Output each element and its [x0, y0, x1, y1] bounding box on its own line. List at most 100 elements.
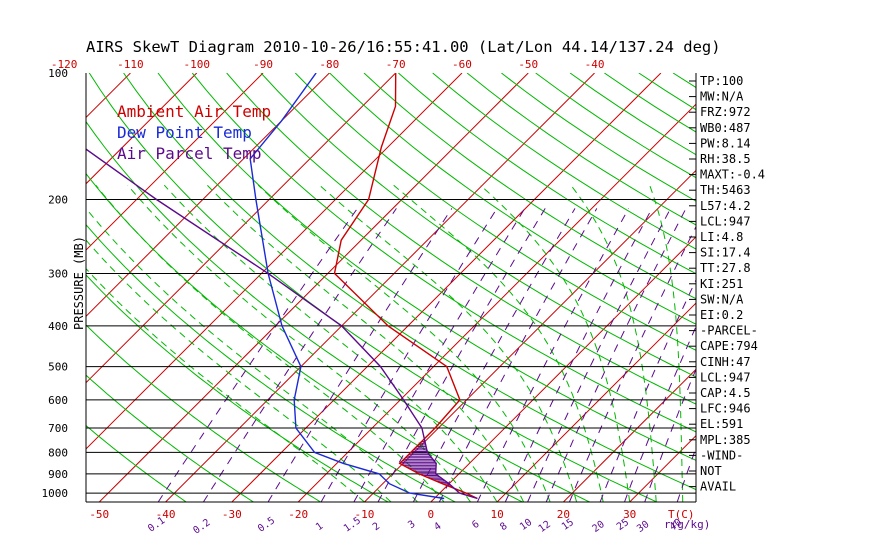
legend: Ambient Air Temp Dew Point Temp Air Parc… [117, 102, 271, 163]
chart-title: AIRS SkewT Diagram 2010-10-26/16:55:41.0… [86, 38, 721, 56]
dry-adiabat-line [845, 73, 870, 502]
bottom-tick-label: -20 [288, 508, 308, 521]
moist-adiabat-line [570, 184, 657, 502]
isotherm-line [829, 73, 870, 502]
mixing-ratio-tick-label: 20 [591, 519, 607, 535]
mixing-ratio-line [320, 208, 498, 502]
series-line-1 [249, 73, 445, 500]
dry-adiabat-line [398, 73, 696, 275]
dry-adiabat-line [191, 73, 696, 433]
mixing-ratio-line [267, 208, 453, 502]
mixing-ratio-line [412, 208, 576, 502]
pressure-tick-label: 900 [48, 468, 68, 481]
pressure-tick-label: 700 [48, 422, 68, 435]
mixing-ratio-tick-label: 0.2 [191, 517, 212, 536]
index-label: TH:5463 [700, 183, 751, 197]
index-label: MAXT:-0.4 [700, 168, 765, 182]
dry-adiabat-line [260, 73, 696, 378]
pressure-tick-label: 200 [48, 193, 68, 206]
mixing-ratio-line [353, 208, 526, 502]
moist-adiabat-line [319, 184, 578, 502]
top-tick-label: -100 [183, 58, 210, 71]
mixing-ratio-line [504, 208, 653, 502]
top-tick-label: -110 [117, 58, 144, 71]
dry-adiabat-line [432, 73, 696, 250]
index-label: L57:4.2 [700, 199, 751, 213]
isotherm-line [762, 73, 870, 502]
index-label: PW:8.14 [700, 136, 751, 150]
isotherm-line [86, 73, 397, 384]
index-label: CAPE:794 [700, 339, 758, 353]
bottom-tick-label: 20 [557, 508, 570, 521]
top-tick-label: -80 [319, 58, 339, 71]
index-label: TP:100 [700, 74, 743, 88]
bottom-unit-label: T(C) [668, 508, 695, 521]
index-label: AVAIL [700, 480, 736, 494]
mixing-ratio-tick-label: 3 [406, 519, 417, 531]
moist-adiabat-line [257, 184, 551, 502]
isotherm-line [231, 73, 662, 502]
dry-adiabat-line [86, 120, 590, 502]
series-line-0 [333, 73, 478, 500]
mixing-ratio-line [438, 208, 598, 502]
index-label: MPL:385 [700, 433, 751, 447]
dry-adiabat-line [86, 424, 187, 502]
top-tick-label: -120 [51, 58, 78, 71]
index-label: CINH:47 [700, 355, 751, 369]
pressure-tick-label: 500 [48, 361, 68, 374]
mixing-ratio-tick-label: 2 [371, 521, 382, 533]
dry-adiabat-line [776, 73, 870, 502]
isotherm-line [165, 73, 595, 502]
moist-adiabat-line [95, 184, 445, 502]
index-label: -PARCEL- [700, 324, 758, 338]
moist-adiabat-line [86, 267, 365, 502]
index-label: LCL:947 [700, 370, 751, 384]
index-label: LFC:946 [700, 402, 751, 416]
mixing-ratio-tick-label: 30 [635, 519, 651, 535]
top-tick-label: -60 [452, 58, 472, 71]
bottom-tick-label: 10 [490, 508, 503, 521]
top-temperature-ticks: -120 -110 -100 -90 -80 -70 -60 -50 -40 [51, 58, 605, 71]
moist-adiabat-line [86, 207, 418, 502]
index-label: TT:27.8 [700, 261, 751, 275]
index-label: EI:0.2 [700, 308, 743, 322]
isotherm-line [86, 73, 330, 318]
isotherm-line [86, 73, 131, 119]
index-label: LI:4.8 [700, 230, 743, 244]
bottom-tick-label: -50 [89, 508, 109, 521]
dry-adiabat-line [742, 73, 870, 502]
dry-adiabat-line [86, 374, 254, 502]
dry-adiabat-line [86, 274, 389, 502]
index-label: KI:251 [700, 277, 743, 291]
top-tick-label: -70 [386, 58, 406, 71]
index-label: LCL:947 [700, 214, 751, 228]
index-label: WB0:487 [700, 121, 751, 135]
index-label: RH:38.5 [700, 152, 751, 166]
isotherm-line [496, 302, 696, 502]
y-axis-label: PRESSURE (MB) [72, 236, 86, 330]
dry-adiabat-line [638, 73, 696, 111]
moist-adiabat-line [163, 184, 498, 502]
isotherm-line [98, 73, 529, 502]
dry-adiabat-line [294, 73, 696, 351]
mixing-ratio-tick-label: 0.5 [256, 515, 277, 534]
mixing-ratio-tick-label: 6 [470, 519, 481, 531]
top-tick-label: -90 [253, 58, 273, 71]
pressure-tick-label: 100 [48, 67, 68, 80]
mixing-ratio-line [568, 225, 696, 502]
dry-adiabat-line [226, 73, 696, 405]
index-label: EL:591 [700, 417, 743, 431]
mixing-ratio-tick-label: 10 [518, 517, 534, 533]
mixing-ratio-tick-label: 1 [314, 521, 325, 533]
mixing-ratio-tick-label: 12 [537, 519, 553, 535]
pressure-tick-label: 400 [48, 320, 68, 333]
dry-adiabat-line [86, 324, 321, 502]
isotherm-line [86, 73, 198, 185]
isotherm-line [563, 368, 696, 502]
dry-adiabat-line [501, 73, 696, 202]
dry-adiabat-line [363, 73, 696, 300]
moist-adiabat-line [480, 184, 631, 502]
dry-adiabat-line [86, 223, 456, 502]
mixing-ratio-line [157, 208, 358, 502]
